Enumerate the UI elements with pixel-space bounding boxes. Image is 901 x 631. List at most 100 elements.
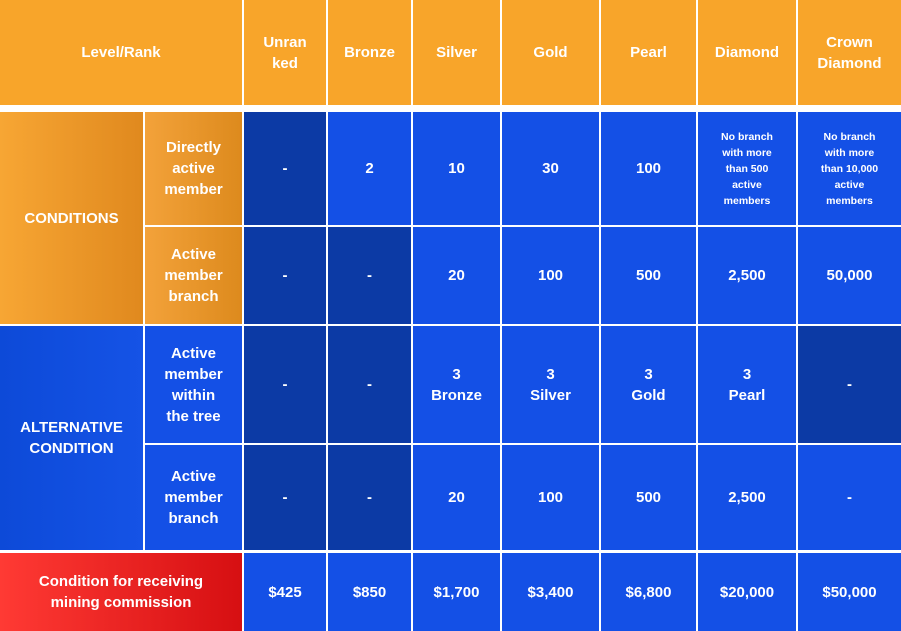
cell-alt-active-member-branch-1: -: [328, 445, 411, 550]
cell-active-member-branch-4: 500: [601, 227, 696, 324]
cell-alt-active-member-branch-5-text: 2,500: [728, 489, 766, 506]
cell-alt-active-member-branch-3-text: 100: [537, 489, 564, 506]
cell-active-member-branch-6-text: 50,000: [826, 267, 873, 284]
cell-active-member-branch-4-text: 500: [635, 267, 662, 284]
row-label-directly-active-member-text: Directly active member: [164, 139, 223, 198]
commission-value-2: $1,700: [413, 553, 500, 631]
group-alternative-label: ALTERNATIVE CONDITION: [20, 419, 123, 457]
cell-active-member-within-tree-4-text: 3 Gold: [631, 365, 666, 404]
cell-active-member-within-tree-5: 3 Pearl: [698, 326, 796, 443]
commission-value-6: $50,000: [798, 553, 901, 631]
cell-directly-active-member-5-text: No branch with more than 500 active memb…: [721, 130, 773, 207]
commission-value-1-text: $850: [352, 583, 387, 601]
row-label-active-member-within-tree: Active member within the tree: [145, 326, 242, 443]
cell-active-member-within-tree-5-text: 3 Pearl: [728, 365, 766, 404]
cell-directly-active-member-3: 30: [502, 112, 599, 225]
cell-directly-active-member-2-text: 10: [448, 160, 465, 177]
cell-active-member-branch-3: 100: [502, 227, 599, 324]
cell-active-member-within-tree-3-text: 3 Silver: [530, 365, 571, 404]
cell-active-member-branch-1-text: -: [367, 267, 372, 284]
commission-value-5-text: $20,000: [719, 583, 775, 601]
cell-alt-active-member-branch-0-text: -: [282, 489, 288, 506]
cell-active-member-branch-1: -: [328, 227, 411, 324]
header-rank-2: Silver: [413, 0, 500, 105]
cell-alt-active-member-branch-2: 20: [413, 445, 500, 550]
cell-directly-active-member-6-text: No branch with more than 10,000 active m…: [820, 130, 879, 207]
header-rank-4: Pearl: [601, 0, 696, 105]
cell-alt-active-member-branch-1-text: -: [367, 489, 372, 506]
row-label-active-member-within-tree-text: Active member within the tree: [164, 344, 223, 425]
commission-value-2-text: $1,700: [433, 583, 480, 601]
header-rank-5: Diamond: [698, 0, 796, 105]
header-rank-0-text: Unran ked: [263, 33, 307, 72]
header-rank-1-text: Bronze: [344, 44, 395, 61]
commission-value-3-text: $3,400: [527, 583, 574, 601]
row-label-alt-active-member-branch-text: Active member branch: [164, 468, 223, 527]
header-rank-6: Crown Diamond: [798, 0, 901, 105]
cell-active-member-branch-5: 2,500: [698, 227, 796, 324]
header-rank-1: Bronze: [328, 0, 411, 105]
commission-value-3: $3,400: [502, 553, 599, 631]
group-alternative: ALTERNATIVE CONDITION: [0, 326, 143, 550]
cell-active-member-branch-5-text: 2,500: [728, 267, 766, 284]
cell-directly-active-member-4-text: 100: [635, 160, 662, 177]
cell-active-member-branch-0-text: -: [282, 267, 288, 284]
row-label-active-member-branch: Active member branch: [145, 227, 242, 324]
header-rank-5-text: Diamond: [714, 44, 780, 61]
cell-active-member-within-tree-2: 3 Bronze: [413, 326, 500, 443]
commission-value-4: $6,800: [601, 553, 696, 631]
commission-label-cell: Condition for receiving mining commissio…: [0, 553, 242, 631]
cell-alt-active-member-branch-6: -: [798, 445, 901, 550]
cell-active-member-branch-3-text: 100: [537, 267, 564, 284]
commission-value-4-text: $6,800: [625, 583, 672, 601]
cell-directly-active-member-3-text: 30: [542, 160, 559, 177]
cell-directly-active-member-6: No branch with more than 10,000 active m…: [798, 112, 901, 225]
cell-active-member-within-tree-6: -: [798, 326, 901, 443]
commission-value-0-text: $425: [268, 583, 302, 601]
cell-alt-active-member-branch-0: -: [244, 445, 326, 550]
commission-value-1: $850: [328, 553, 411, 631]
header-level-rank: Level/Rank: [0, 0, 242, 105]
group-conditions-label: CONDITIONS: [24, 209, 119, 227]
header-rank-6-text: Crown Diamond: [817, 33, 882, 72]
commission-value-6-text: $50,000: [822, 583, 877, 601]
cell-active-member-branch-2-text: 20: [448, 267, 465, 284]
row-label-active-member-branch-text: Active member branch: [164, 246, 223, 305]
cell-directly-active-member-4: 100: [601, 112, 696, 225]
header-level-rank-label: Level/Rank: [81, 44, 161, 61]
header-rank-3-text: Gold: [533, 44, 568, 61]
cell-directly-active-member-1: 2: [328, 112, 411, 225]
cell-alt-active-member-branch-4: 500: [601, 445, 696, 550]
commission-value-5: $20,000: [698, 553, 796, 631]
cell-active-member-within-tree-1: -: [328, 326, 411, 443]
commission-value-0: $425: [244, 553, 326, 631]
commission-label: Condition for receiving mining commissio…: [38, 573, 204, 611]
cell-directly-active-member-5: No branch with more than 500 active memb…: [698, 112, 796, 225]
header-rank-3: Gold: [502, 0, 599, 105]
cell-active-member-within-tree-0-text: -: [282, 376, 288, 393]
cell-active-member-branch-2: 20: [413, 227, 500, 324]
cell-active-member-within-tree-1-text: -: [367, 376, 372, 393]
header-rank-4-text: Pearl: [630, 44, 667, 61]
row-label-alt-active-member-branch: Active member branch: [145, 445, 242, 550]
cell-directly-active-member-1-text: 2: [365, 160, 374, 177]
cell-alt-active-member-branch-2-text: 20: [448, 489, 465, 506]
cell-alt-active-member-branch-6-text: -: [847, 489, 852, 506]
cell-active-member-within-tree-0: -: [244, 326, 326, 443]
cell-active-member-branch-0: -: [244, 227, 326, 324]
cell-active-member-branch-6: 50,000: [798, 227, 901, 324]
cell-alt-active-member-branch-3: 100: [502, 445, 599, 550]
header-rank-0: Unran ked: [244, 0, 326, 105]
header-rank-2-text: Silver: [436, 44, 477, 61]
cell-directly-active-member-0: -: [244, 112, 326, 225]
cell-directly-active-member-0-text: -: [282, 160, 288, 177]
cell-active-member-within-tree-6-text: -: [847, 376, 852, 393]
group-conditions: CONDITIONS: [0, 112, 143, 324]
cell-active-member-within-tree-2-text: 3 Bronze: [431, 365, 482, 404]
row-label-directly-active-member: Directly active member: [145, 112, 242, 225]
cell-alt-active-member-branch-4-text: 500: [635, 489, 662, 506]
cell-active-member-within-tree-3: 3 Silver: [502, 326, 599, 443]
cell-alt-active-member-branch-5: 2,500: [698, 445, 796, 550]
cell-active-member-within-tree-4: 3 Gold: [601, 326, 696, 443]
